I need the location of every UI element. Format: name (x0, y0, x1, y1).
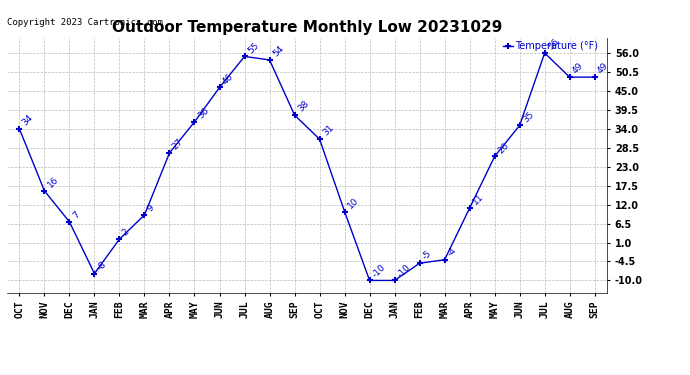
Legend: Temperature (°F): Temperature (°F) (499, 37, 602, 55)
Text: 35: 35 (521, 110, 535, 124)
Text: 11: 11 (471, 192, 486, 207)
Text: 38: 38 (296, 99, 310, 114)
Text: 31: 31 (321, 123, 335, 138)
Text: -10: -10 (371, 262, 388, 279)
Text: -10: -10 (396, 262, 413, 279)
Text: -8: -8 (96, 260, 108, 272)
Text: 34: 34 (21, 113, 35, 128)
Text: 49: 49 (571, 62, 586, 76)
Text: 26: 26 (496, 141, 511, 155)
Text: 55: 55 (246, 40, 260, 55)
Text: 16: 16 (46, 175, 60, 189)
Text: 2: 2 (121, 227, 131, 238)
Text: 56: 56 (546, 37, 560, 52)
Text: 46: 46 (221, 72, 235, 86)
Text: 36: 36 (196, 106, 210, 120)
Text: 27: 27 (171, 137, 186, 152)
Text: 7: 7 (71, 210, 81, 220)
Text: 10: 10 (346, 196, 360, 210)
Text: -4: -4 (446, 246, 459, 258)
Title: Outdoor Temperature Monthly Low 20231029: Outdoor Temperature Monthly Low 20231029 (112, 20, 502, 35)
Text: Copyright 2023 Cartronics.com: Copyright 2023 Cartronics.com (7, 18, 163, 27)
Text: 54: 54 (271, 44, 286, 58)
Text: -5: -5 (421, 249, 434, 262)
Text: 9: 9 (146, 203, 157, 214)
Text: 49: 49 (596, 62, 611, 76)
